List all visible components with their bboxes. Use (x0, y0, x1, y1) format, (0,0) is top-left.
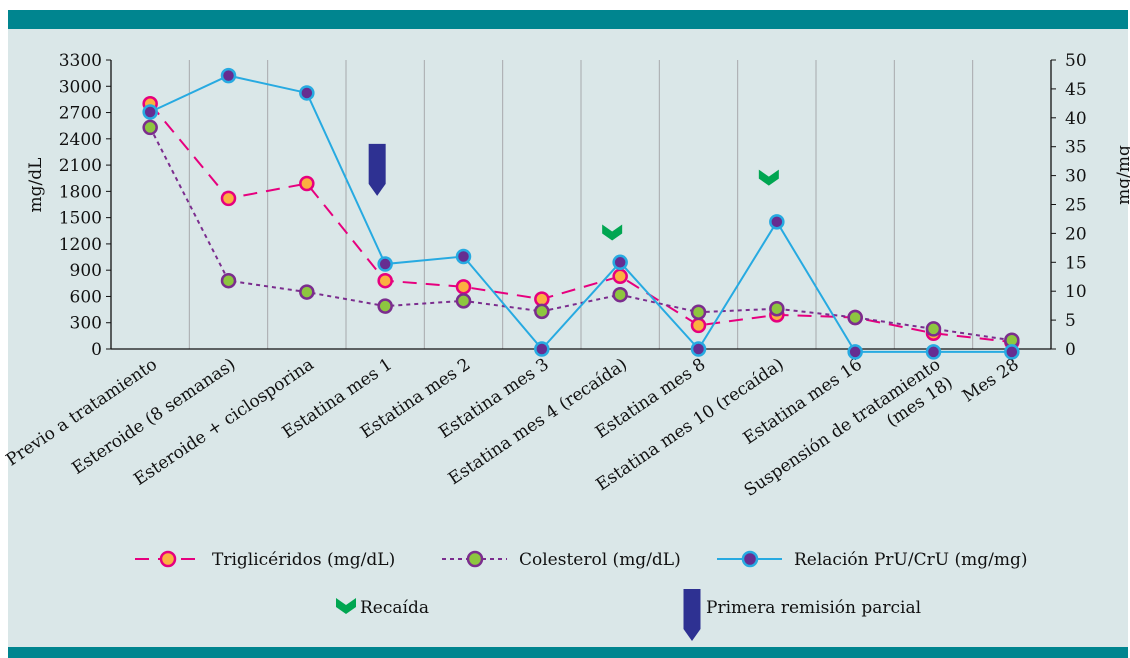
right-tick-label: 35 (1065, 138, 1087, 158)
recaida-marker (758, 169, 779, 186)
right-tick-label: 20 (1065, 224, 1087, 244)
legend-remision: Primera remisión parcial (683, 589, 921, 641)
top-band (8, 10, 1128, 29)
data-point-1 (612, 286, 628, 303)
data-point-0 (690, 317, 707, 334)
right-axis-title: mg/mg (1114, 145, 1130, 205)
data-point-0 (377, 272, 393, 289)
data-point-2 (769, 214, 785, 230)
data-point-2 (142, 104, 158, 120)
left-tick-label: 2700 (59, 104, 102, 124)
category-label-group: Mes 28 (959, 355, 1023, 407)
left-tick-label: 600 (70, 287, 102, 307)
data-point-2 (377, 256, 393, 272)
data-point-1 (455, 293, 472, 309)
legend-label: Triglicéridos (mg/dL) (212, 550, 395, 570)
data-point-2 (612, 254, 628, 271)
data-point-2 (534, 341, 550, 357)
legend-label: Primera remisión parcial (706, 598, 921, 618)
recaida-marker (602, 224, 623, 241)
left-tick-label: 2400 (59, 130, 102, 150)
grid-lines (188, 60, 974, 349)
left-tick-label: 2100 (59, 156, 102, 176)
legend-marker (466, 550, 484, 568)
data-point-0 (220, 190, 237, 207)
legend-item-1: Colesterol (mg/dL) (442, 550, 681, 570)
data-point-2 (220, 67, 237, 84)
chart-panel (8, 29, 1128, 647)
data-point-1 (220, 272, 237, 289)
left-tick-label: 3300 (59, 51, 102, 71)
left-tick-label: 1200 (59, 235, 102, 255)
left-axis-title: mg/dL (26, 158, 46, 213)
legend-marker (159, 550, 177, 568)
legend-item-0: Triglicéridos (mg/dL) (135, 550, 395, 570)
left-tick-label: 300 (70, 314, 102, 334)
legend-label: Relación PrU/CrU (mg/mg) (794, 550, 1027, 570)
data-point-2 (455, 248, 472, 265)
data-point-2 (299, 85, 315, 101)
data-point-2 (925, 344, 942, 360)
right-tick-label: 0 (1065, 340, 1076, 360)
data-point-1 (142, 119, 158, 136)
legend-marker (741, 550, 759, 568)
category-label: Mes 28 (959, 355, 1023, 407)
data-point-2 (690, 341, 707, 357)
data-point-0 (455, 279, 472, 295)
right-tick-label: 15 (1065, 253, 1087, 273)
legend-item-2: Relación PrU/CrU (mg/mg) (717, 550, 1027, 570)
right-tick-label: 30 (1065, 167, 1087, 187)
left-tick-label: 0 (91, 340, 102, 360)
left-tick-label: 900 (70, 261, 102, 281)
data-point-0 (299, 175, 315, 192)
data-point-0 (612, 268, 628, 285)
remision-marker (368, 143, 386, 196)
data-point-2 (847, 344, 863, 360)
legend-remision-icon (683, 589, 701, 641)
left-tick-label: 1800 (59, 182, 102, 202)
data-point-2 (1004, 344, 1020, 360)
series-line-1 (149, 126, 1012, 342)
right-tick-label: 45 (1065, 80, 1087, 100)
legend-label: Recaída (360, 598, 429, 618)
legend-recaida-icon (336, 598, 356, 614)
right-tick-label: 50 (1065, 51, 1087, 71)
right-tick-label: 10 (1065, 282, 1087, 302)
right-tick-label: 25 (1065, 196, 1087, 216)
right-tick-label: 40 (1065, 109, 1087, 129)
legend-recaida: Recaída (336, 598, 429, 618)
series-line-2 (149, 74, 1012, 353)
data-point-1 (925, 321, 942, 337)
data-point-1 (847, 309, 863, 326)
data-point-1 (690, 304, 707, 320)
right-tick-label: 5 (1065, 311, 1076, 331)
legend-label: Colesterol (mg/dL) (519, 550, 681, 570)
bottom-band (8, 647, 1128, 658)
left-tick-label: 3000 (59, 77, 102, 97)
data-point-1 (534, 303, 550, 320)
data-point-1 (769, 300, 785, 317)
data-point-1 (377, 298, 393, 314)
data-point-1 (299, 284, 315, 300)
left-tick-label: 1500 (59, 209, 102, 229)
